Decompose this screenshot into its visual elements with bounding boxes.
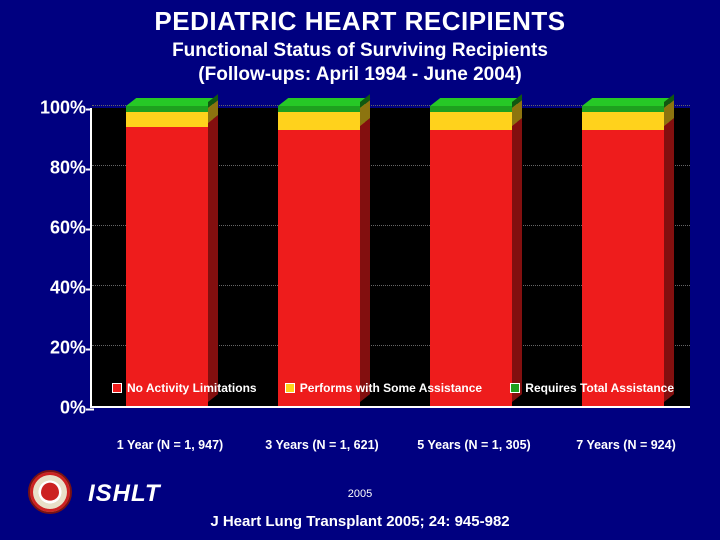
ytick-20: 20% xyxy=(30,338,86,359)
legend-label: Performs with Some Assistance xyxy=(300,381,482,395)
legend-swatch-red xyxy=(112,383,122,393)
ytick-80: 80% xyxy=(30,158,86,179)
bar-segment xyxy=(430,130,522,406)
legend-label: No Activity Limitations xyxy=(127,381,257,395)
ytick-40: 40% xyxy=(30,278,86,299)
subtitle-line-2: (Follow-ups: April 1994 - June 2004) xyxy=(198,64,521,85)
plot-area xyxy=(90,108,690,408)
legend-item-no-limitations: No Activity Limitations xyxy=(112,381,257,395)
bar-segment xyxy=(126,127,218,406)
org-label: ISHLT xyxy=(88,480,161,508)
legend-item-some-assistance: Performs with Some Assistance xyxy=(285,381,482,395)
legend: No Activity Limitations Performs with So… xyxy=(108,376,678,400)
bar-segment xyxy=(278,106,370,112)
xlabel-1year: 1 Year (N = 1, 947) xyxy=(95,438,245,452)
footer: ISHLT 2005 J Heart Lung Transplant 2005;… xyxy=(0,480,720,540)
legend-item-total-assistance: Requires Total Assistance xyxy=(510,381,674,395)
subtitle-line-1: Functional Status of Surviving Recipient… xyxy=(172,40,548,61)
ytick-60: 60% xyxy=(30,218,86,239)
bar-segment xyxy=(126,112,218,127)
citation-text: J Heart Lung Transplant 2005; 24: 945-98… xyxy=(0,513,720,530)
year-label: 2005 xyxy=(348,488,372,500)
bar-group xyxy=(430,108,522,406)
ytick-0: 0% xyxy=(30,398,86,419)
bar-group xyxy=(278,108,370,406)
bar-segment xyxy=(582,130,674,406)
bar-segment xyxy=(278,130,370,406)
xlabel-5years: 5 Years (N = 1, 305) xyxy=(399,438,549,452)
ishlt-logo-icon xyxy=(28,470,72,514)
bar-group xyxy=(126,108,218,406)
bar-segment xyxy=(278,112,370,130)
legend-swatch-yellow xyxy=(285,383,295,393)
bar-segment xyxy=(430,106,522,112)
chart-container: 0% 20% 40% 60% 80% 100% No Activity Limi… xyxy=(28,98,700,466)
bar-group xyxy=(582,108,674,406)
page-subtitle: Functional Status of Surviving Recipient… xyxy=(0,39,720,87)
bar-segment xyxy=(126,106,218,112)
xlabel-3years: 3 Years (N = 1, 621) xyxy=(247,438,397,452)
legend-label: Requires Total Assistance xyxy=(525,381,674,395)
ytick-100: 100% xyxy=(30,98,86,119)
page-title: PEDIATRIC HEART RECIPIENTS xyxy=(0,0,720,37)
xlabel-7years: 7 Years (N = 924) xyxy=(551,438,701,452)
legend-swatch-green xyxy=(510,383,520,393)
bar-segment xyxy=(430,112,522,130)
bar-segment xyxy=(582,106,674,112)
bar-segment xyxy=(582,112,674,130)
